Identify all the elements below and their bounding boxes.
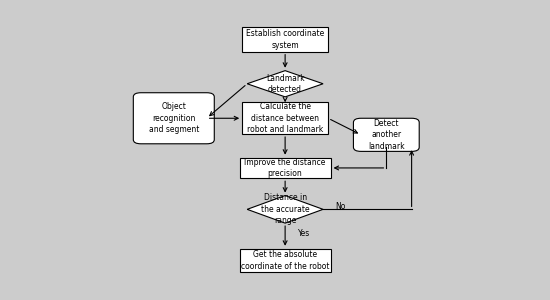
- Text: Improve the distance
precision: Improve the distance precision: [244, 158, 326, 178]
- Text: Establish coordinate
system: Establish coordinate system: [246, 29, 324, 50]
- Text: No: No: [336, 202, 346, 211]
- Text: Distance in
the accurate
range: Distance in the accurate range: [261, 194, 310, 225]
- Text: Yes: Yes: [298, 229, 310, 238]
- Text: Calculate the
distance between
robot and landmark: Calculate the distance between robot and…: [247, 102, 323, 134]
- Polygon shape: [247, 70, 323, 97]
- Text: Landmark
detected: Landmark detected: [266, 74, 305, 94]
- FancyBboxPatch shape: [240, 158, 331, 178]
- Text: Detect
another
landmark: Detect another landmark: [368, 119, 405, 151]
- Text: Get the absolute
coordinate of the robot: Get the absolute coordinate of the robot: [241, 250, 329, 271]
- FancyBboxPatch shape: [240, 249, 331, 272]
- FancyBboxPatch shape: [242, 28, 328, 52]
- FancyBboxPatch shape: [242, 102, 328, 134]
- FancyBboxPatch shape: [133, 93, 214, 144]
- Text: Object
recognition
and segment: Object recognition and segment: [148, 102, 199, 134]
- Polygon shape: [247, 196, 323, 223]
- FancyBboxPatch shape: [354, 118, 419, 152]
